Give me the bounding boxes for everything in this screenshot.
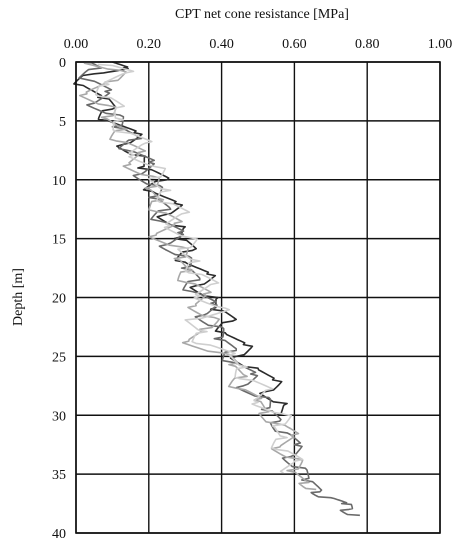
y-axis-label: Depth [m] xyxy=(11,268,26,326)
x-tick-label: 1.00 xyxy=(428,37,453,52)
y-tick-labels: 0 5 10 15 20 25 30 35 40 xyxy=(52,56,66,539)
x-tick-labels: 0.00 0.20 0.40 0.60 0.80 1.00 xyxy=(64,37,453,52)
y-tick-label: 10 xyxy=(52,174,66,189)
chart-title: CPT net cone resistance [MPa] xyxy=(175,7,349,22)
cpt-trace-4 xyxy=(94,63,304,474)
x-tick-label: 0.20 xyxy=(137,37,162,52)
y-tick-label: 20 xyxy=(52,292,66,307)
x-tick-label: 0.40 xyxy=(209,37,234,52)
x-tick-label: 0.00 xyxy=(64,37,89,52)
y-tick-label: 15 xyxy=(52,233,66,248)
plot-frame xyxy=(75,61,441,534)
y-tick-label: 40 xyxy=(52,527,66,539)
y-tick-label: 30 xyxy=(52,409,66,424)
y-tick-label: 25 xyxy=(52,350,66,365)
x-tick-label: 0.80 xyxy=(355,37,380,52)
data-series xyxy=(73,61,360,517)
y-tick-label: 0 xyxy=(59,56,66,71)
y-tick-label: 5 xyxy=(59,115,66,130)
x-tick-label: 0.60 xyxy=(282,37,307,52)
y-tick-label: 35 xyxy=(52,468,66,483)
